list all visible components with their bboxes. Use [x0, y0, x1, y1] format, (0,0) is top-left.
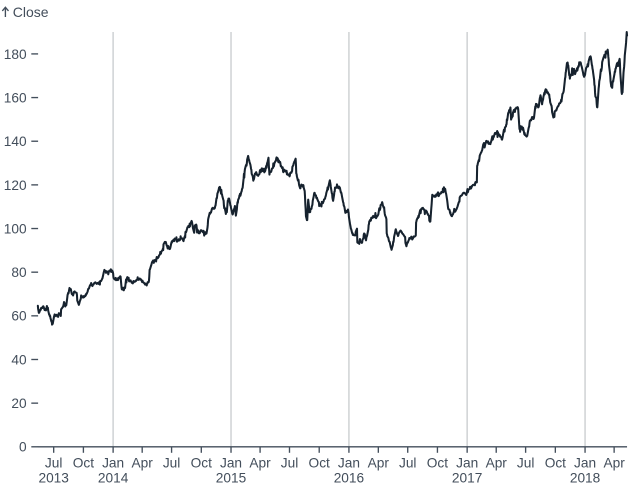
svg-text:Oct: Oct [191, 455, 212, 470]
svg-text:Jul: Jul [517, 455, 535, 470]
svg-text:Jan: Jan [220, 455, 242, 470]
svg-text:Oct: Oct [309, 455, 330, 470]
svg-text:20: 20 [11, 396, 27, 411]
svg-text:2017: 2017 [452, 470, 482, 485]
svg-text:2015: 2015 [216, 470, 247, 485]
svg-text:Apr: Apr [132, 455, 154, 470]
svg-text:Jul: Jul [399, 455, 417, 470]
svg-text:Jan: Jan [338, 455, 360, 470]
svg-text:Oct: Oct [545, 455, 566, 470]
svg-text:Jul: Jul [45, 455, 63, 470]
svg-text:Jan: Jan [456, 455, 478, 470]
svg-text:Apr: Apr [486, 455, 508, 470]
svg-text:160: 160 [4, 90, 27, 105]
svg-text:Jul: Jul [281, 455, 299, 470]
svg-text:140: 140 [4, 134, 27, 149]
svg-text:2016: 2016 [334, 470, 365, 485]
svg-text:Apr: Apr [249, 455, 271, 470]
svg-text:80: 80 [11, 265, 27, 280]
svg-text:2013: 2013 [38, 470, 69, 485]
svg-text:Apr: Apr [603, 455, 625, 470]
svg-text:60: 60 [11, 309, 27, 324]
svg-text:Close: Close [13, 4, 49, 20]
svg-text:Apr: Apr [368, 455, 390, 470]
svg-text:Jan: Jan [574, 455, 596, 470]
svg-text:0: 0 [19, 440, 27, 455]
svg-text:180: 180 [4, 47, 27, 62]
svg-text:40: 40 [11, 352, 27, 367]
svg-text:Jan: Jan [102, 455, 124, 470]
svg-text:120: 120 [4, 178, 27, 193]
svg-text:Jul: Jul [163, 455, 181, 470]
svg-text:Oct: Oct [73, 455, 94, 470]
svg-text:2014: 2014 [98, 470, 129, 485]
svg-text:Oct: Oct [427, 455, 448, 470]
svg-text:100: 100 [4, 221, 27, 236]
svg-text:2018: 2018 [570, 470, 601, 485]
